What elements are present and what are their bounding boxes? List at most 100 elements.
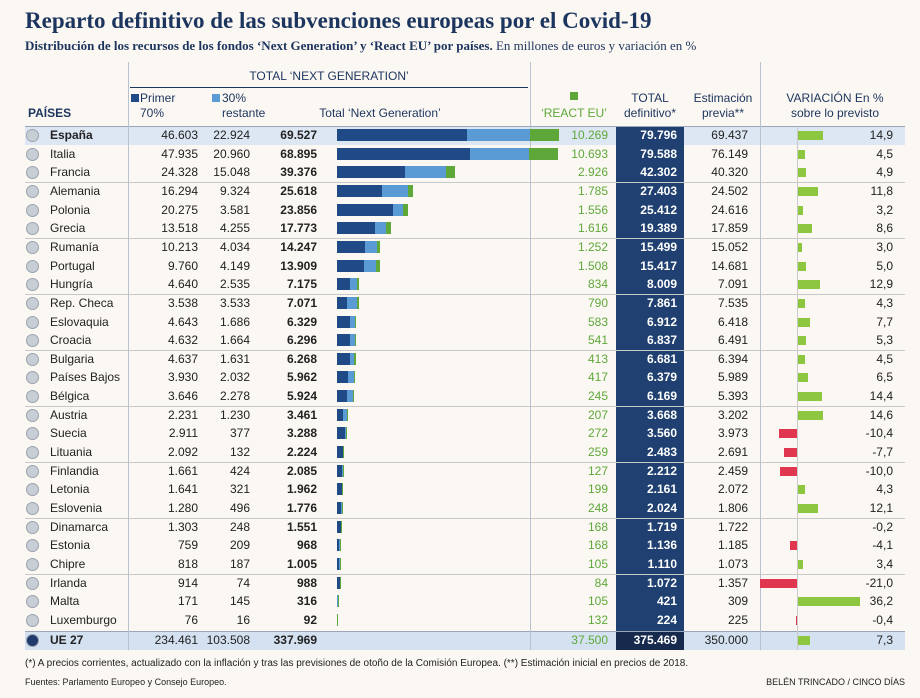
value-cell: 424	[229, 463, 250, 478]
row-separator	[25, 461, 905, 463]
value-cell: 22.924	[213, 128, 250, 142]
value-cell: 20.960	[213, 146, 250, 161]
value-cell: 2.278	[219, 389, 250, 404]
value-cell: 1.551	[286, 519, 317, 534]
value-cell: 4.149	[219, 258, 250, 273]
flag	[26, 576, 39, 590]
zero-line	[797, 126, 798, 650]
variation-bar	[796, 615, 797, 625]
value-cell: 496	[229, 501, 250, 515]
row-separator	[25, 349, 905, 351]
value-cell: 6.912	[646, 314, 677, 329]
column-header: 30% restante	[222, 91, 266, 120]
flag	[26, 520, 39, 534]
flag	[26, 259, 39, 273]
value-cell: 3.668	[646, 407, 677, 422]
value-cell: 4.632	[167, 333, 198, 348]
value-cell: 5,0	[876, 258, 893, 273]
category-header: PAÍSES	[28, 106, 72, 120]
bar-segment	[375, 259, 380, 272]
variation-bar	[797, 168, 806, 178]
value-cell: 14,4	[869, 389, 893, 404]
bar-segment	[341, 464, 343, 477]
value-cell: -4,1	[872, 538, 893, 553]
variation-bar	[760, 578, 797, 588]
bar-segment	[347, 371, 354, 384]
value-cell: 259	[587, 445, 608, 460]
flag	[26, 633, 39, 647]
value-cell: 3.581	[219, 202, 250, 217]
bar-segment	[403, 203, 408, 216]
value-cell: 377	[229, 426, 250, 441]
value-cell: 24.328	[161, 165, 198, 180]
country: Chipre	[50, 556, 86, 571]
bar-segment	[382, 184, 409, 197]
value-cell: 245	[587, 389, 608, 404]
legend-swatch	[212, 94, 220, 102]
value-cell: 7.861	[646, 295, 677, 310]
flag	[26, 334, 39, 348]
value-cell: 6.491	[717, 333, 748, 348]
value-cell: 12,9	[869, 277, 893, 292]
bar-segment	[349, 278, 357, 291]
value-cell: 3.973	[717, 426, 748, 441]
value-cell: 583	[587, 314, 608, 329]
value-cell: 4,3	[876, 295, 893, 310]
column-header: Estimación previa**	[693, 91, 753, 120]
flag	[26, 613, 39, 627]
value-cell: 2.072	[717, 482, 748, 497]
value-cell: 818	[177, 556, 198, 571]
total-row-bg	[25, 630, 905, 650]
total-cell: 375.469	[633, 632, 677, 647]
column-separator	[128, 62, 129, 650]
flag	[26, 147, 39, 161]
value-cell: 4,3	[876, 482, 893, 497]
country: España	[50, 128, 93, 142]
value-cell: 1.962	[286, 482, 317, 497]
row-separator	[25, 293, 905, 295]
value-cell: 1.722	[717, 519, 748, 534]
value-cell: 1.280	[167, 501, 198, 515]
value-cell: 248	[587, 501, 608, 515]
value-cell: 3.461	[286, 407, 317, 422]
value-cell: 3,2	[876, 202, 893, 217]
country: Italia	[50, 146, 76, 161]
bar-segment	[349, 315, 355, 328]
value-cell: 105	[587, 594, 608, 609]
value-cell: 6.379	[646, 370, 677, 385]
value-cell: 209	[229, 538, 250, 553]
value-cell: 321	[229, 482, 250, 497]
country: Eslovaquia	[50, 314, 109, 329]
bar-segment	[365, 240, 377, 253]
value-cell: 1.072	[646, 575, 677, 590]
flag	[26, 352, 39, 366]
bar-segment	[353, 371, 355, 384]
value-cell: 2.483	[646, 445, 677, 460]
value-cell: 3.930	[167, 370, 198, 385]
bar-segment	[337, 539, 340, 552]
value-cell: -10,0	[865, 463, 893, 478]
country: Eslovenia	[50, 501, 103, 515]
variation-bar	[797, 354, 805, 364]
value-cell: 417	[587, 370, 608, 385]
value-cell: 541	[587, 333, 608, 348]
variation-bar	[789, 541, 797, 551]
flag	[26, 203, 39, 217]
total-cell: 234.461	[154, 632, 198, 647]
bar-segment	[337, 129, 467, 141]
value-cell: 15.499	[640, 239, 677, 254]
value-cell: -7,7	[872, 445, 893, 460]
bar-segment	[470, 147, 529, 160]
row-separator	[25, 126, 905, 127]
flag	[26, 483, 39, 497]
value-cell: 14,9	[869, 128, 893, 142]
value-cell: 15.048	[213, 165, 250, 180]
value-cell: 834	[587, 277, 608, 292]
bar-segment	[528, 147, 559, 160]
value-cell: 3.646	[167, 389, 198, 404]
country: Rumanía	[50, 239, 99, 254]
bar-segment	[337, 502, 341, 514]
value-cell: 5,3	[876, 333, 893, 348]
bar-segment	[408, 184, 414, 197]
variation-bar	[797, 504, 819, 513]
